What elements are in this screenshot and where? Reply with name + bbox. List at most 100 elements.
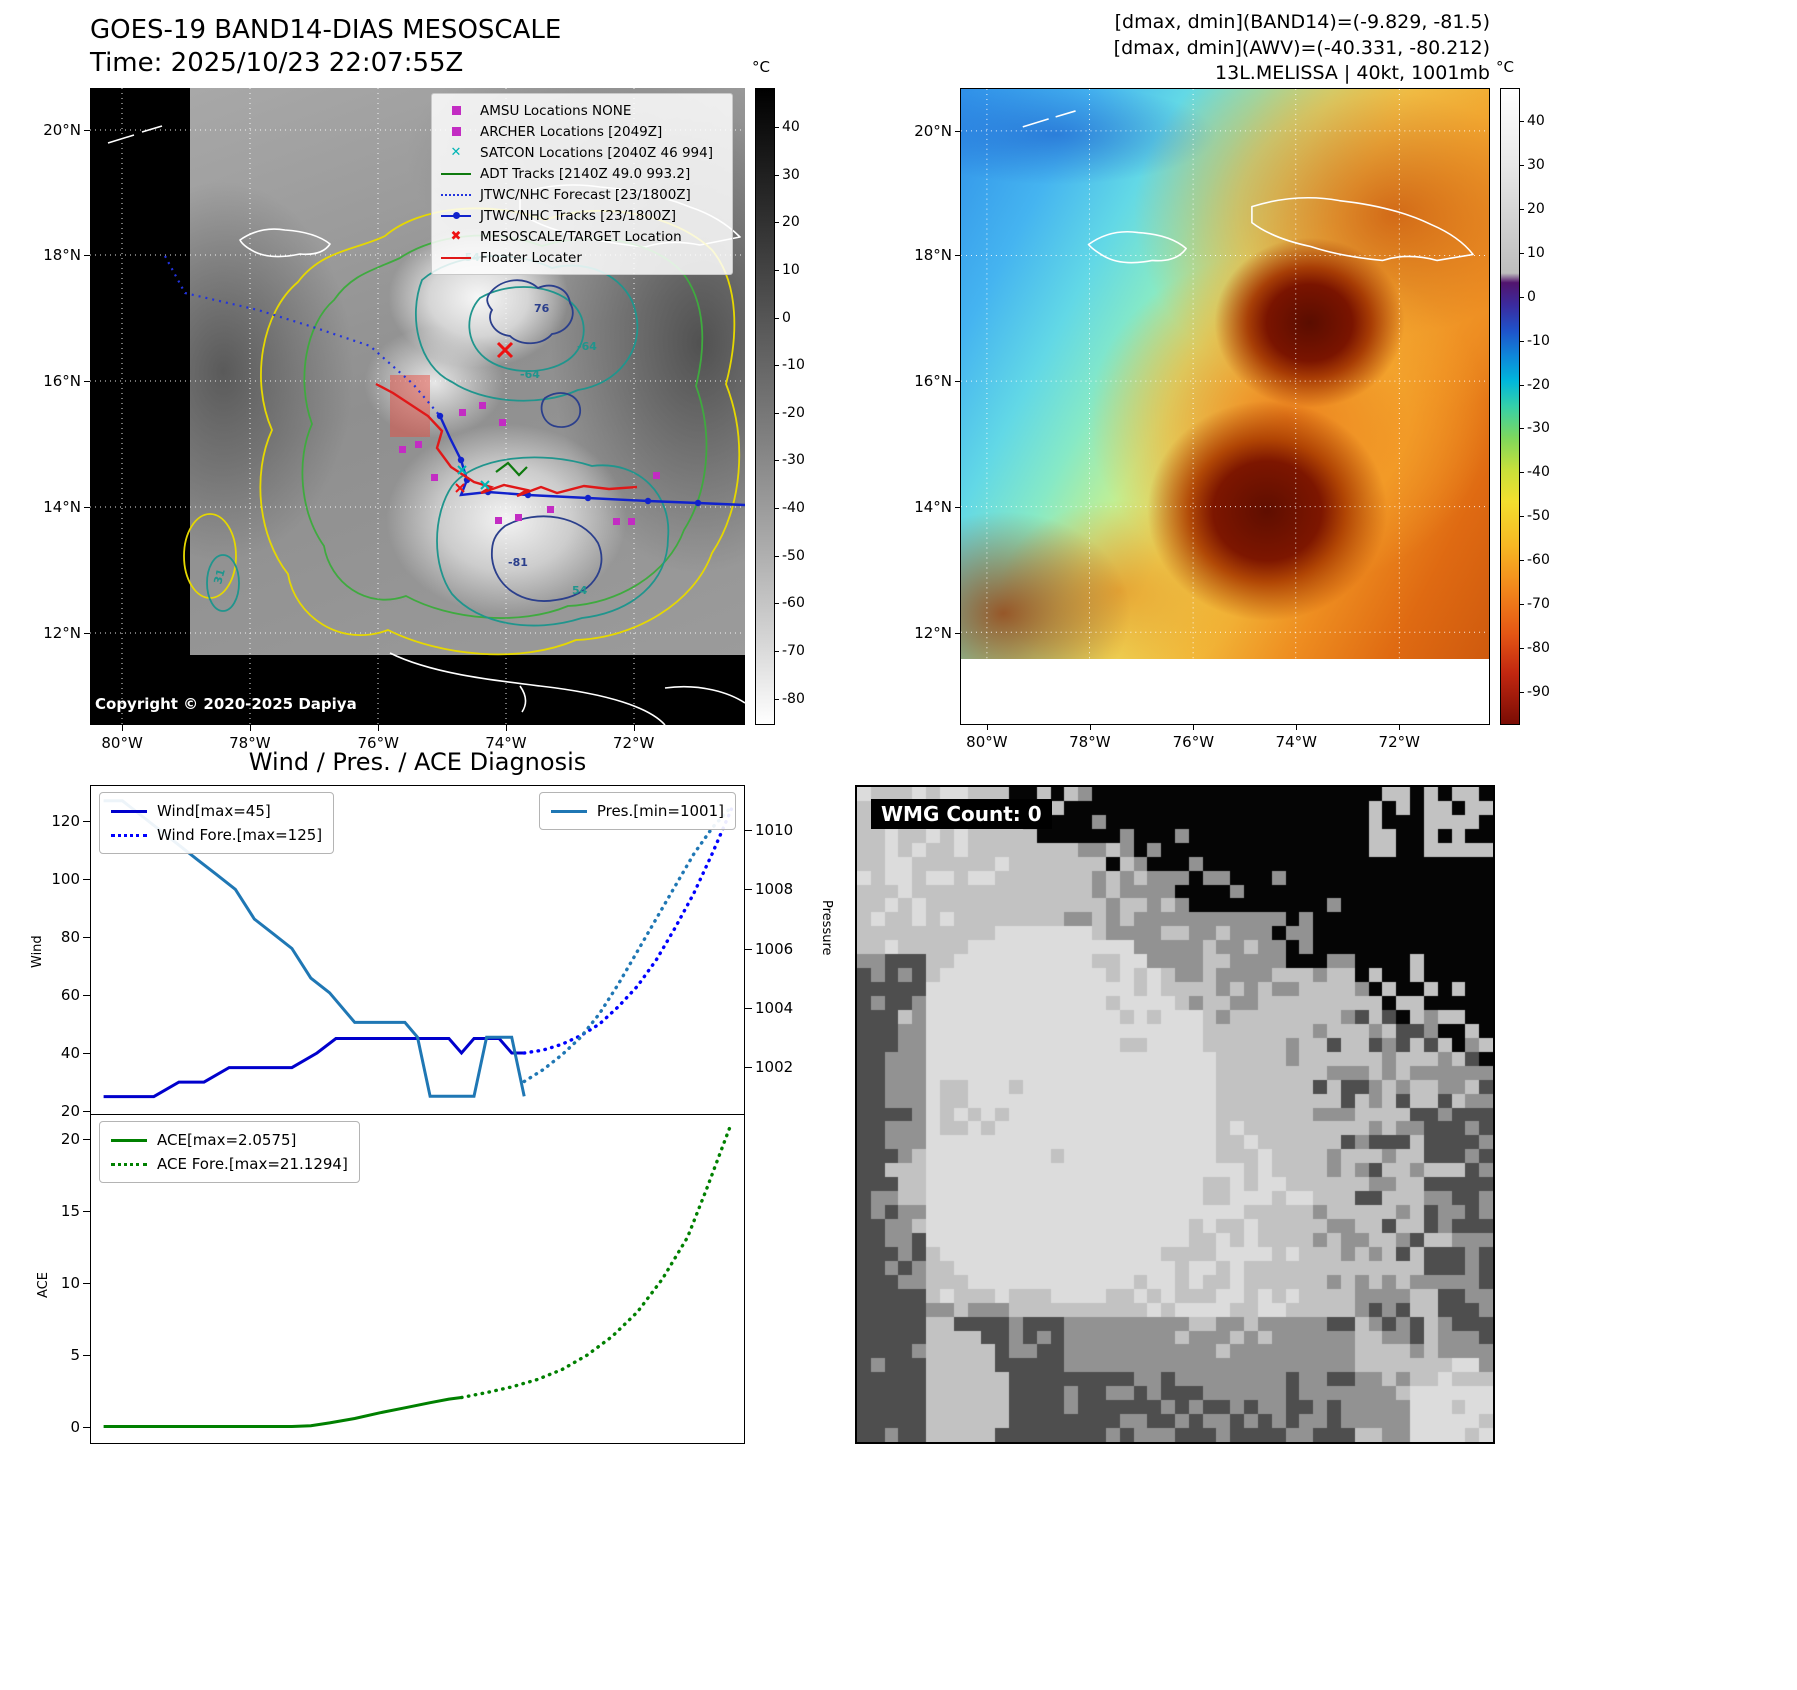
- storm-id-intensity: 13L.MELISSA | 40kt, 1001mb: [1215, 62, 1490, 85]
- legend-label: MESOSCALE/TARGET Location: [480, 228, 682, 245]
- wmg-grid-canvas: [857, 787, 1493, 1442]
- band14-timestamp: Time: 2025/10/23 22:07:55Z: [90, 47, 464, 78]
- lat-tick-mark: [84, 507, 90, 509]
- axis-tick-label: 5: [70, 1346, 80, 1365]
- ace-axis-label: ACE: [36, 1272, 51, 1298]
- colorbar-tick-mark: [774, 174, 779, 176]
- legend-label: Pres.[min=1001]: [596, 802, 724, 820]
- axis-tick-mark: [83, 1139, 91, 1141]
- dotted-line-marker-icon: [441, 188, 471, 202]
- lat-tick-label: 20°N: [914, 121, 952, 140]
- colorbar-tick-label: -90: [1527, 684, 1550, 701]
- dotted-line-icon: [111, 1162, 147, 1166]
- legend-item-wind: Wind[max=45]: [111, 799, 322, 823]
- lon-tick-mark: [1399, 724, 1401, 730]
- legend-label: ARCHER Locations [2049Z]: [480, 123, 663, 140]
- axis-tick-label: 1004: [755, 998, 794, 1017]
- colorbar-tick-mark: [774, 127, 779, 129]
- lon-tick-label: 78°W: [229, 734, 271, 752]
- dotted-line-icon: [111, 833, 147, 837]
- legend-label: ACE Fore.[max=21.1294]: [157, 1155, 348, 1173]
- axis-tick-label: 60: [60, 985, 80, 1004]
- legend-item-tracks: JTWC/NHC Tracks [23/1800Z]: [441, 205, 723, 226]
- legend-item-ace: ACE[max=2.0575]: [111, 1128, 348, 1152]
- target-marker-small: [455, 483, 465, 493]
- colorbar-tick-label: -50: [1527, 508, 1550, 525]
- colorbar-tick-label: 30: [782, 166, 800, 183]
- awv-colorbar-unit: °C: [1496, 58, 1514, 76]
- colorbar-tick-mark: [1519, 296, 1524, 298]
- colorbar-tick-mark: [774, 412, 779, 414]
- legend-label: AMSU Locations NONE: [480, 102, 632, 119]
- contour-label: 54: [572, 584, 588, 597]
- lon-tick-label: 80°W: [966, 733, 1008, 751]
- legend-label: SATCON Locations [2040Z 46 994]: [480, 144, 713, 161]
- colorbar-tick-label: -70: [1527, 596, 1550, 613]
- legend-item-wind-forecast: Wind Fore.[max=125]: [111, 823, 322, 847]
- series-line: [459, 1121, 734, 1400]
- legend-label: ACE[max=2.0575]: [157, 1131, 297, 1149]
- wind-pressure-plot: [103, 799, 734, 1099]
- series-line: [522, 807, 734, 1055]
- colorbar-tick-mark: [774, 555, 779, 557]
- axis-tick-mark: [744, 830, 752, 832]
- lat-tick-mark: [955, 506, 961, 508]
- legend-item-pressure: Pres.[min=1001]: [550, 799, 724, 823]
- lon-tick-mark: [633, 725, 635, 731]
- diagnosis-chart-title: Wind / Pres. / ACE Diagnosis: [248, 748, 587, 776]
- lon-tick-label: 80°W: [101, 734, 143, 752]
- colorbar-tick-label: -40: [1527, 464, 1550, 481]
- contour-label: -64: [520, 368, 540, 381]
- lat-tick-label: 14°N: [43, 498, 81, 517]
- colorbar-tick-mark: [774, 650, 779, 652]
- axis-tick-label: 1008: [755, 880, 794, 899]
- axis-tick-label: 1006: [755, 939, 794, 958]
- series-line: [522, 805, 734, 1084]
- adt-track-line: [495, 461, 528, 477]
- band14-map: -54 -64 -64 -81 76 54 31 AMSU Locations …: [43, 88, 745, 752]
- colorbar-tick-label: -60: [782, 595, 805, 612]
- line-dot-marker-icon: [441, 209, 471, 223]
- colorbar-tick-mark: [774, 317, 779, 319]
- axis-tick-mark: [83, 1427, 91, 1429]
- ace-chart: ACE[max=2.0575] ACE Fore.[max=21.1294] 0…: [61, 1114, 745, 1444]
- lon-tick-mark: [249, 725, 251, 731]
- band14-colorbar: 40 30 20 10 0 -10 -20 -30 -40 -50 -60 -70 -80: [755, 88, 805, 725]
- legend-item-archer: ARCHER Locations [2049Z]: [441, 121, 723, 142]
- lon-tick-label: 74°W: [485, 734, 527, 752]
- colorbar-tick-label: -10: [782, 357, 805, 374]
- band14-title-block: GOES-19 BAND14-DIAS MESOSCALE Time: 2025…: [90, 14, 561, 79]
- lat-tick-label: 18°N: [43, 245, 81, 264]
- lon-tick-mark: [122, 725, 124, 731]
- colorbar-tick-label: 0: [1527, 288, 1536, 305]
- red-x-marker-icon: ✖: [450, 229, 462, 244]
- colorbar-tick-mark: [1519, 428, 1524, 430]
- legend-item-forecast: JTWC/NHC Forecast [23/1800Z]: [441, 184, 723, 205]
- axis-tick-mark: [83, 1211, 91, 1213]
- axis-tick-mark: [744, 948, 752, 950]
- lon-tick-label: 76°W: [1172, 733, 1215, 751]
- axis-tick-mark: [83, 936, 91, 938]
- legend-label: JTWC/NHC Tracks [23/1800Z]: [480, 207, 677, 224]
- axis-tick-mark: [744, 889, 752, 891]
- jtwc-forecast-line: [164, 255, 441, 417]
- colorbar-tick-label: -50: [782, 547, 805, 564]
- colorbar-tick-mark: [1519, 164, 1524, 166]
- axis-tick-label: 1002: [755, 1057, 794, 1076]
- lat-tick-mark: [955, 381, 961, 383]
- pressure-axis-label: Pressure: [819, 900, 834, 956]
- legend-label: JTWC/NHC Forecast [23/1800Z]: [480, 186, 691, 203]
- axis-tick-mark: [83, 1355, 91, 1357]
- red-line-marker-icon: [441, 251, 471, 265]
- legend-item-satcon: ✕ SATCON Locations [2040Z 46 994]: [441, 142, 723, 163]
- lat-tick-mark: [955, 130, 961, 132]
- colorbar-tick-label: 0: [782, 309, 791, 326]
- series-line: [103, 1037, 525, 1099]
- colorbar-tick-label: 20: [782, 214, 800, 231]
- lon-tick-mark: [1193, 724, 1195, 730]
- satcon-markers: [457, 465, 490, 490]
- axis-tick-mark: [83, 1283, 91, 1285]
- colorbar-tick-mark: [774, 222, 779, 224]
- lon-tick-label: 72°W: [612, 734, 655, 752]
- colorbar-tick-label: 40: [1527, 112, 1545, 129]
